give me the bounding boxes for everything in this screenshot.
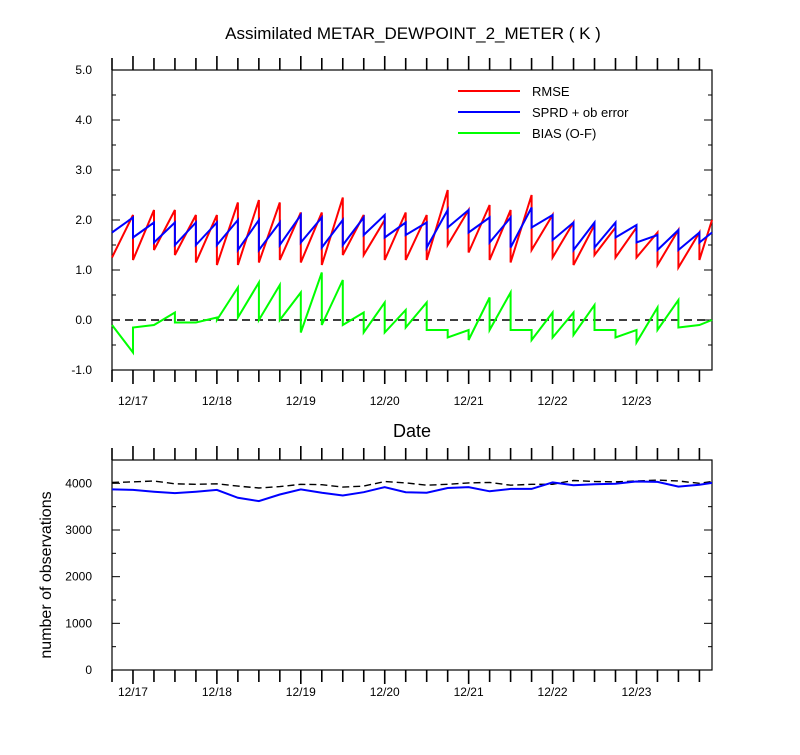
bottom-ytick-label: 3000	[65, 523, 92, 537]
bottom-xtick-label: 12/18	[202, 685, 232, 699]
top-series-group	[111, 189, 713, 356]
bottom-xtick-label: 12/23	[621, 685, 651, 699]
chart-title: Assimilated METAR_DEWPOINT_2_METER ( K )	[225, 24, 601, 43]
top-ytick-label: 0.0	[75, 313, 92, 327]
bottom-series-group	[111, 479, 713, 503]
top-xtick-label: 12/20	[370, 394, 400, 408]
bottom-series-assimilated	[111, 480, 713, 503]
bottom-xtick-label: 12/22	[538, 685, 568, 699]
bottom-xtick-label: 12/19	[286, 685, 316, 699]
top-series-bias-o-f	[111, 272, 713, 356]
bottom-xtick-label: 12/17	[118, 685, 148, 699]
legend: RMSE SPRD + ob error BIAS (O-F)	[458, 84, 629, 141]
bottom-xtick-label: 12/21	[454, 685, 484, 699]
top-xtick-label: 12/23	[621, 394, 651, 408]
top-ytick-label: 2.0	[75, 213, 92, 227]
bottom-ytick-label: 2000	[65, 570, 92, 584]
bottom-plot-area: 0 1000 2000 3000 4000 12/17 12/18 12/19 12/20 12/…	[65, 446, 713, 699]
top-xtick-label: 12/21	[454, 394, 484, 408]
top-xtick-label: 12/19	[286, 394, 316, 408]
bottom-ytick-label: 4000	[65, 476, 92, 490]
top-xtick-label: 12/18	[202, 394, 232, 408]
bottom-ytick-label: 1000	[65, 616, 92, 630]
y-axis-label-observations: number of observations	[38, 491, 55, 658]
top-xtick-label: 12/17	[118, 394, 148, 408]
top-ytick-label: 5.0	[75, 63, 92, 77]
top-ytick-label: 3.0	[75, 163, 92, 177]
bottom-xtick-label: 12/20	[370, 685, 400, 699]
legend-label: RMSE	[532, 84, 570, 99]
x-axis-label: Date	[393, 421, 431, 441]
top-ytick-label: 1.0	[75, 263, 92, 277]
top-xtick-label: 12/22	[538, 394, 568, 408]
legend-label: BIAS (O-F)	[532, 126, 596, 141]
bottom-plot-frame	[111, 459, 713, 671]
top-series-sprd-ob-error	[111, 206, 713, 254]
top-ytick-label: -1.0	[71, 363, 92, 377]
top-ytick-label: 4.0	[75, 113, 92, 127]
top-series-rmse	[111, 189, 713, 272]
bottom-ytick-label: 0	[85, 663, 92, 677]
bottom-series-possible	[111, 479, 713, 489]
legend-label: SPRD + ob error	[532, 105, 629, 120]
